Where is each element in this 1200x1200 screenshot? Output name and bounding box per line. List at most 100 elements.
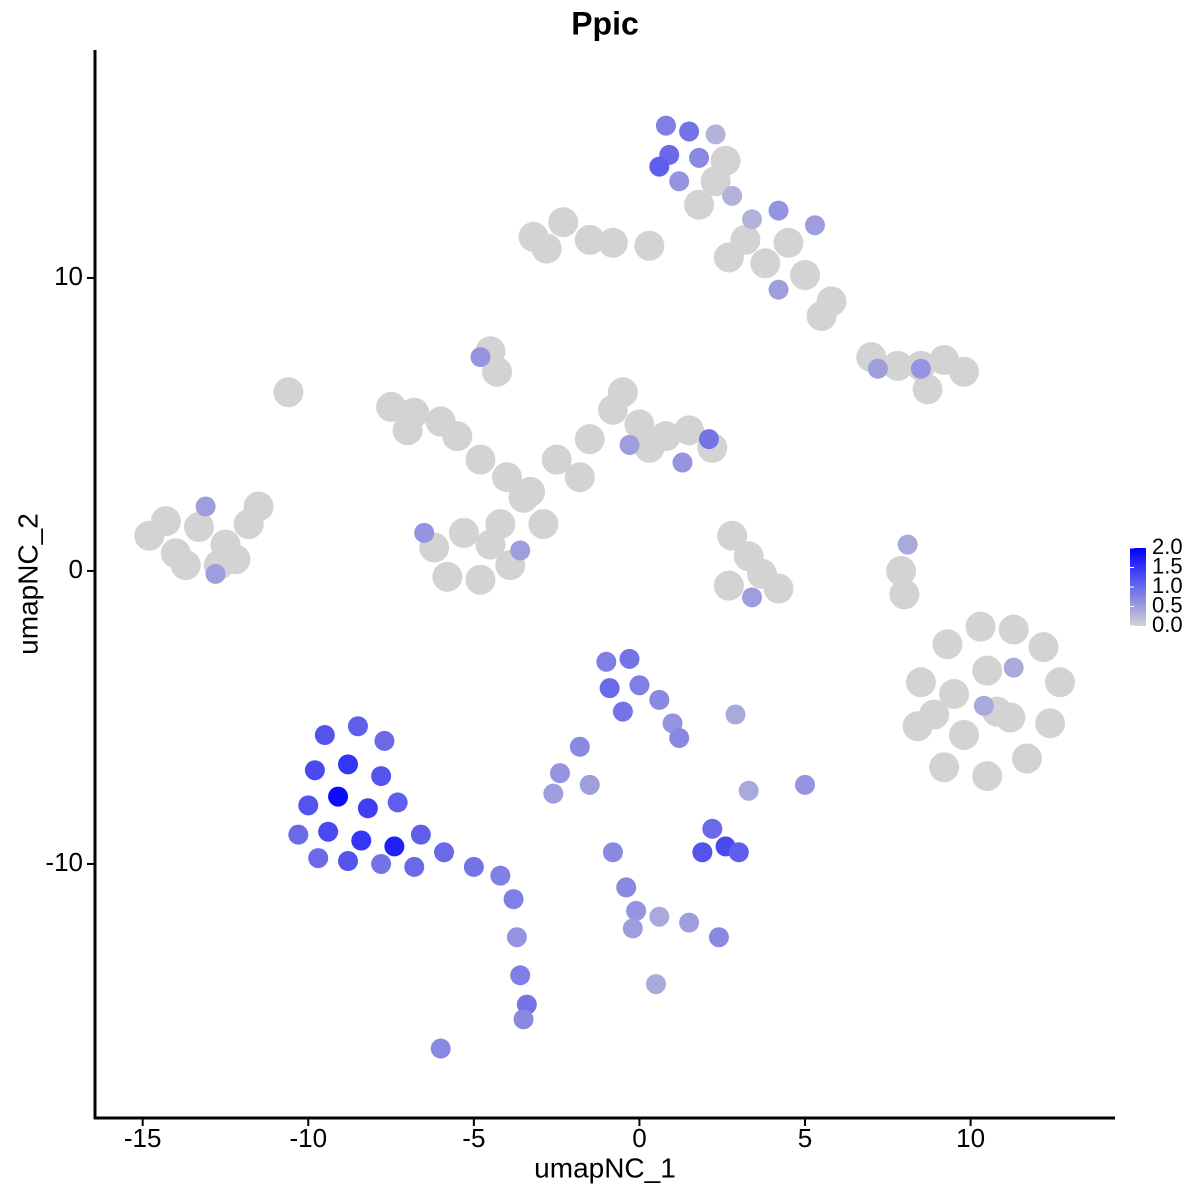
point xyxy=(243,491,274,522)
point xyxy=(889,579,920,610)
point xyxy=(347,716,368,737)
x-tick-label: 5 xyxy=(798,1123,812,1153)
point xyxy=(972,761,1003,792)
point xyxy=(430,1038,451,1059)
point xyxy=(432,561,463,592)
point xyxy=(574,424,605,455)
point xyxy=(773,227,804,258)
point xyxy=(722,185,743,206)
point xyxy=(948,720,979,751)
point xyxy=(304,760,325,781)
point xyxy=(531,233,562,264)
point xyxy=(482,356,513,387)
point xyxy=(574,224,605,255)
point xyxy=(448,517,479,548)
colorbar-tick-label: 2.0 xyxy=(1152,534,1183,559)
point xyxy=(490,865,511,886)
point xyxy=(1035,708,1066,739)
point xyxy=(318,821,339,842)
point xyxy=(768,200,789,221)
point xyxy=(150,506,181,537)
point xyxy=(763,573,794,604)
point xyxy=(220,544,251,575)
point xyxy=(607,377,638,408)
point xyxy=(679,121,700,142)
point xyxy=(728,842,749,863)
point xyxy=(886,555,917,586)
point xyxy=(629,675,650,696)
point xyxy=(597,227,628,258)
point xyxy=(882,350,913,381)
point xyxy=(371,853,392,874)
chart-title: Ppic xyxy=(571,5,639,41)
point xyxy=(698,429,719,450)
point xyxy=(513,1009,534,1030)
point xyxy=(725,704,746,725)
point xyxy=(465,564,496,595)
point xyxy=(528,509,559,540)
point xyxy=(541,444,572,475)
point xyxy=(371,766,392,787)
point xyxy=(612,701,633,722)
point xyxy=(374,730,395,751)
point xyxy=(338,851,359,872)
point xyxy=(170,550,201,581)
point xyxy=(973,695,994,716)
point xyxy=(730,224,761,255)
point xyxy=(1045,667,1076,698)
point xyxy=(929,752,960,783)
x-tick-label: 0 xyxy=(632,1123,646,1153)
point xyxy=(905,667,936,698)
point xyxy=(646,974,666,995)
x-tick-label: -5 xyxy=(462,1123,485,1153)
point xyxy=(351,830,372,851)
point xyxy=(288,824,309,845)
point xyxy=(515,476,546,507)
point xyxy=(750,248,781,279)
point xyxy=(470,347,491,368)
point xyxy=(910,358,931,379)
point xyxy=(548,207,579,238)
y-axis-label: umapNC_2 xyxy=(12,513,43,655)
point xyxy=(491,462,522,493)
point xyxy=(599,678,620,699)
y-tick-label: 10 xyxy=(54,261,83,291)
point xyxy=(669,727,690,748)
point xyxy=(434,842,455,863)
point xyxy=(619,648,640,669)
point xyxy=(655,115,676,136)
point xyxy=(649,689,670,710)
point xyxy=(503,889,524,910)
point xyxy=(919,699,950,730)
point xyxy=(634,230,665,261)
point xyxy=(708,927,729,948)
x-axis-label: umapNC_1 xyxy=(534,1152,676,1183)
point xyxy=(510,540,531,561)
point xyxy=(790,260,821,291)
point xyxy=(314,725,335,746)
point xyxy=(738,780,759,801)
point xyxy=(713,570,744,601)
point xyxy=(912,374,943,405)
point xyxy=(634,432,665,463)
point xyxy=(965,611,996,642)
point xyxy=(463,856,484,877)
x-tick-label: -15 xyxy=(124,1123,162,1153)
point xyxy=(806,301,837,332)
point xyxy=(700,166,731,197)
point xyxy=(795,774,816,795)
colorbar-tick-label: 0.0 xyxy=(1152,612,1183,637)
point xyxy=(717,520,748,551)
point xyxy=(357,798,378,819)
point xyxy=(543,783,564,804)
point xyxy=(195,496,216,517)
point xyxy=(692,842,713,863)
point xyxy=(998,614,1029,645)
point xyxy=(596,651,617,672)
point xyxy=(404,856,425,877)
point xyxy=(768,279,789,300)
point xyxy=(506,927,527,948)
point xyxy=(308,848,329,869)
point xyxy=(338,754,359,775)
